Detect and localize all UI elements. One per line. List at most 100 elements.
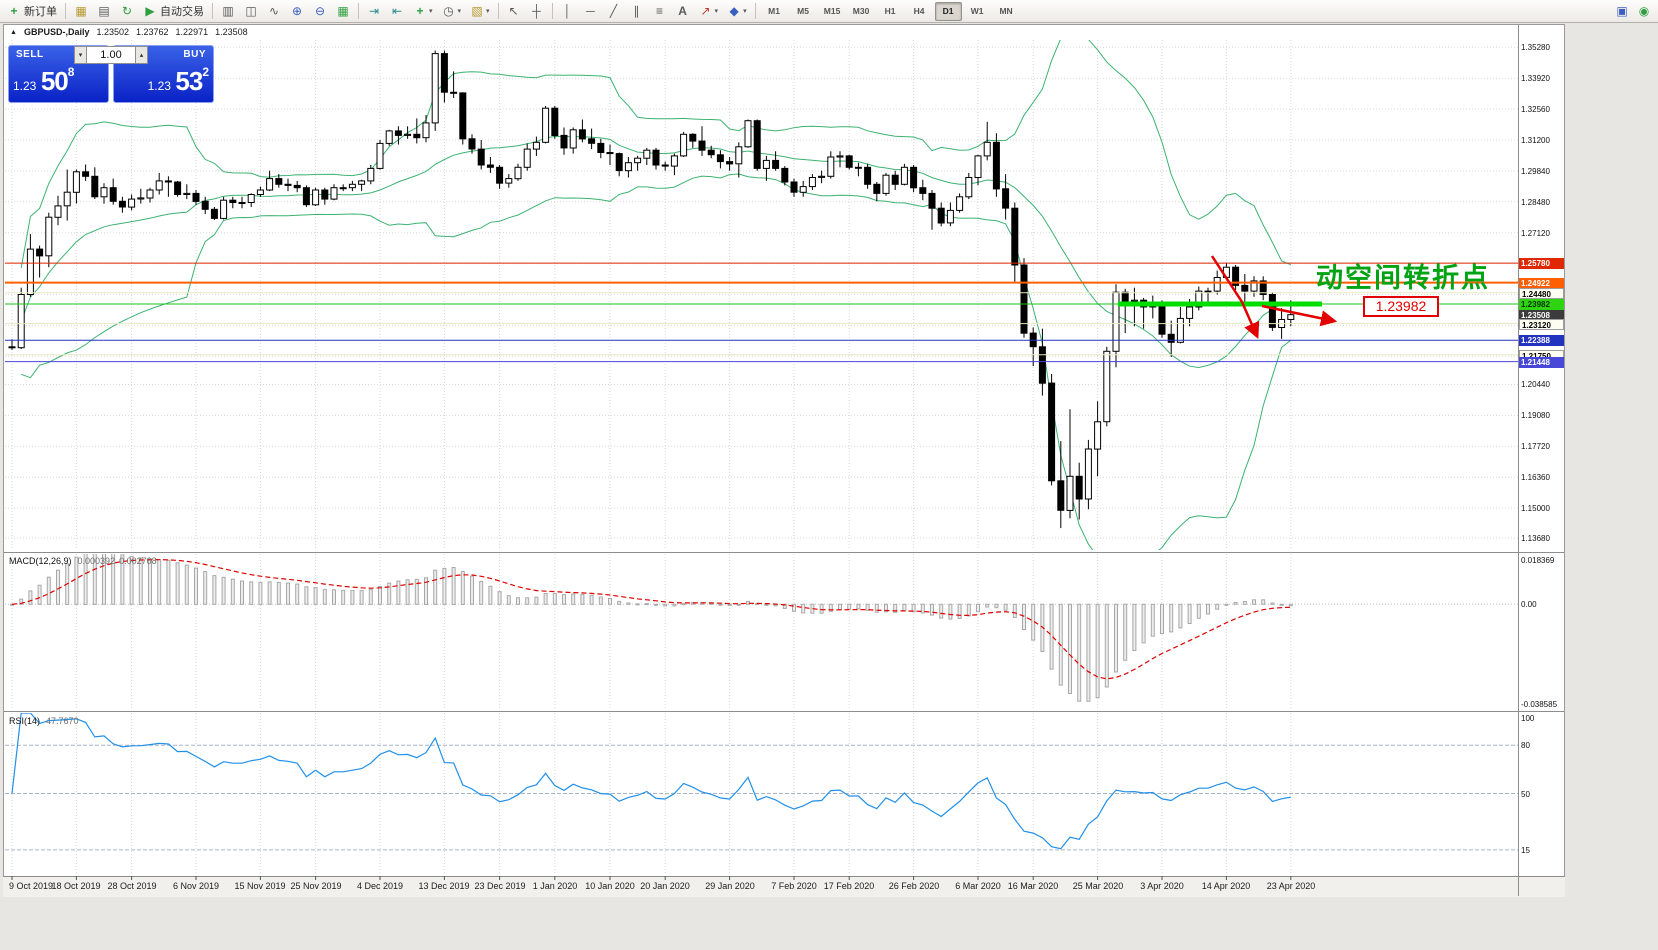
lot-size-control: ▾ ▴ [74,46,148,64]
candlestick-chart-button[interactable]: ◫ [240,1,262,22]
lot-size-input[interactable] [87,46,135,64]
bar-low-value: 1.22971 [175,27,209,37]
chart-symbol-period: GBPUSD-,Daily [23,27,90,37]
chart-shift-button[interactable]: ⇥ [363,1,385,22]
text-tool-button[interactable]: A [672,1,694,22]
one-click-trading-panel: SELL 1.23 508 BUY 1.23 532 ▾ ▴ [8,45,214,103]
macd-label: MACD(12,26,9) 0.000392 0.002708 [9,556,157,566]
toolbar-separator [212,3,213,19]
clock-icon: ◷ [443,4,454,18]
templates-icon: ▧ [471,4,483,18]
indicators-button[interactable]: + ▾ [409,1,437,22]
timeframe-button-d1[interactable]: D1 [934,1,962,21]
cursor-icon: ↖ [508,4,519,18]
vertical-line-icon: │ [563,4,572,18]
timeframe-button-m15[interactable]: M15 [823,6,841,16]
zoom-out-button[interactable]: ⊖ [309,1,331,22]
chart-caption: ▲ GBPUSD-,Daily 1.23502 1.23762 1.22971 … [10,27,248,37]
trendline-icon: ╱ [609,4,618,18]
bar-high-value: 1.23762 [136,27,169,37]
timeframe-button-m30[interactable]: M30 [852,6,870,16]
horizontal-line-icon: ─ [586,4,595,18]
chart-area[interactable] [3,24,1565,897]
auto-scroll-icon: ⇤ [391,4,403,18]
auto-trading-button[interactable]: ▶ 自动交易 [139,1,208,22]
chevron-down-icon: ▾ [486,8,490,15]
screen-icon: ▣ [1616,4,1628,18]
rsi-label: RSI(14) 47.7670 [9,716,79,726]
toolbar-separator [65,3,66,19]
vertical-line-button[interactable]: │ [557,1,579,22]
chevron-down-icon: ▾ [743,8,747,15]
time-axis [3,876,1565,897]
arrow-icon: ↗ [700,4,711,18]
crosshair-button[interactable]: ┼ [526,1,548,22]
timeframe-button-m5[interactable]: M5 [797,6,809,16]
crosshair-icon: ┼ [532,4,541,18]
templates-button[interactable]: ▧ ▾ [466,1,494,22]
indicators-icon: + [416,4,424,18]
chart-window-button[interactable]: ▦ [70,1,92,22]
shapes-tool-button[interactable]: ◆ ▾ [723,1,751,22]
horizontal-line-button[interactable]: ─ [580,1,602,22]
tile-windows-button[interactable]: ▦ [332,1,354,22]
buy-label: BUY [183,49,206,60]
buy-price: 1.23 532 [147,65,209,96]
profiles-icon: ▤ [98,4,110,18]
bar-chart-button[interactable]: ▥ [217,1,239,22]
bar-close-value: 1.23508 [215,27,248,37]
line-chart-button[interactable]: ∿ [263,1,285,22]
toolbar-separator [551,3,553,19]
chart-caption-arrow-icon: ▲ [10,28,17,36]
profiles-button[interactable]: ▤ [93,1,115,22]
toolbar: + 新订单 ▦ ▤ ↻ ▶ 自动交易 ▥ ◫ ∿ ⊕ ⊖ ▦ ⇥ ⇤ + ▾ ◷ ▾… [0,0,1658,23]
chevron-down-icon: ▾ [457,8,462,15]
lot-increase-button[interactable]: ▴ [135,46,148,64]
auto-scroll-button[interactable]: ⇤ [386,1,408,22]
auto-trading-icon: ▶ [145,4,155,18]
zoom-in-icon: ⊕ [291,4,303,18]
sell-price: 1.23 508 [13,65,75,96]
timeframe-group: M1 M5 M15 M30 H1 H4 D1 W1 MN [760,1,1021,21]
lot-decrease-button[interactable]: ▾ [74,46,87,64]
trendline-button[interactable]: ╱ [603,1,625,22]
timeframe-button-w1[interactable]: W1 [970,6,984,16]
toolbar-separator [497,3,499,19]
arrows-tool-button[interactable]: ↗ ▾ [695,1,723,22]
timeframe-button-m1[interactable]: M1 [768,6,780,16]
globe-button[interactable]: ◉ [1633,1,1655,22]
chevron-down-icon: ▾ [429,8,433,15]
zoom-in-button[interactable]: ⊕ [286,1,308,22]
bar-chart-icon: ▥ [222,4,234,18]
fibonacci-icon: ≡ [656,4,664,18]
new-order-icon: + [10,4,18,18]
chart-window-icon: ▦ [75,4,87,18]
fibonacci-button[interactable]: ≡ [649,1,671,22]
tile-windows-icon: ▦ [337,4,349,18]
sell-label: SELL [16,49,44,60]
turning-point-annotation[interactable]: 动空间转折点 [1316,263,1490,294]
text-tool-icon: A [678,4,687,18]
new-order-button[interactable]: + 新订单 [3,1,61,22]
screen-button[interactable]: ▣ [1611,1,1633,22]
channel-button[interactable]: ∥ [626,1,648,22]
timeframe-button-mn[interactable]: MN [999,6,1013,16]
toolbar-separator [358,3,359,19]
chart-shift-icon: ⇥ [368,4,380,18]
toolbar-separator [754,3,756,19]
zoom-out-icon: ⊖ [314,4,326,18]
chevron-down-icon: ▾ [714,8,719,15]
bar-open-value: 1.23502 [96,27,129,37]
periods-button[interactable]: ◷ ▾ [438,1,466,22]
cursor-button[interactable]: ↖ [503,1,525,22]
candlestick-chart-icon: ◫ [245,4,257,18]
channel-icon: ∥ [633,4,640,18]
price-flag-annotation[interactable]: 1.23982 [1363,296,1439,317]
refresh-icon: ↻ [121,4,133,18]
timeframe-button-h1[interactable]: H1 [884,6,896,16]
timeframe-button-h4[interactable]: H4 [913,6,925,16]
globe-icon: ◉ [1638,4,1650,18]
refresh-button[interactable]: ↻ [116,1,138,22]
line-chart-icon: ∿ [268,4,280,18]
shapes-icon: ◆ [729,4,739,18]
